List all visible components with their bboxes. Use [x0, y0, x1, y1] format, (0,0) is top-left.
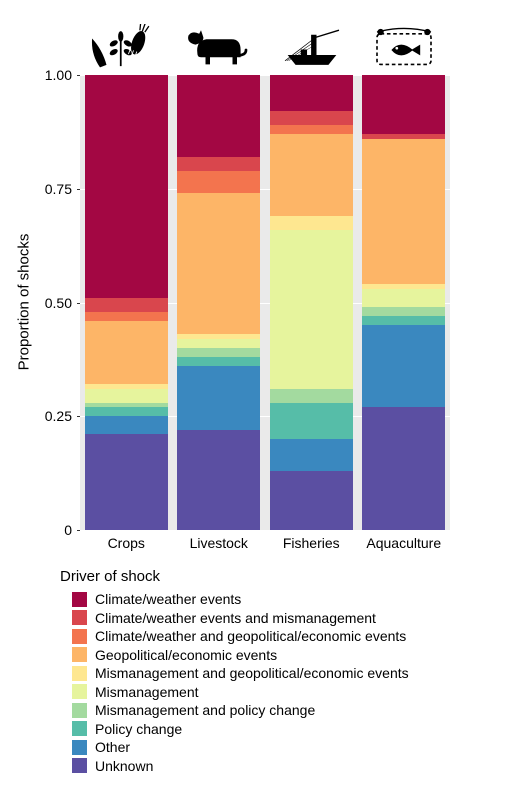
- legend: Climate/weather events Climate/weather ev…: [72, 590, 409, 775]
- legend-item: Mismanagement: [72, 683, 409, 702]
- plot-panel: [80, 75, 450, 530]
- bar-segment: [85, 75, 168, 298]
- bar-segment: [362, 289, 445, 307]
- bar-segment: [270, 230, 353, 389]
- legend-item: Other: [72, 738, 409, 757]
- y-tick-mark: [77, 530, 80, 531]
- legend-swatch: [72, 647, 87, 662]
- legend-label: Unknown: [95, 758, 153, 774]
- legend-label: Mismanagement and policy change: [95, 702, 315, 718]
- y-tick-label: 0.50: [22, 295, 72, 311]
- legend-item: Climate/weather events: [72, 590, 409, 609]
- legend-swatch: [72, 758, 87, 773]
- y-tick-label: 0: [22, 522, 72, 538]
- legend-label: Climate/weather events and mismanagement: [95, 610, 376, 626]
- figure: Proportion of shocks Driver of shock Cli…: [0, 0, 527, 788]
- aquaculture-icon: [364, 18, 444, 68]
- legend-label: Other: [95, 739, 130, 755]
- bar-segment: [270, 471, 353, 530]
- legend-swatch: [72, 740, 87, 755]
- legend-swatch: [72, 629, 87, 644]
- bar-segment: [85, 416, 168, 434]
- bar-segment: [362, 75, 445, 134]
- legend-item: Climate/weather events and mismanagement: [72, 609, 409, 628]
- bar-segment: [85, 403, 168, 408]
- livestock-icon: [179, 18, 259, 68]
- legend-label: Policy change: [95, 721, 182, 737]
- y-tick-mark: [77, 189, 80, 190]
- bar-crops: [85, 75, 168, 530]
- bar-segment: [85, 407, 168, 416]
- bar-segment: [85, 321, 168, 385]
- legend-swatch: [72, 610, 87, 625]
- y-tick-label: 0.75: [22, 181, 72, 197]
- bar-segment: [362, 284, 445, 289]
- bar-segment: [177, 430, 260, 530]
- bar-segment: [177, 75, 260, 157]
- bar-segment: [270, 389, 353, 403]
- legend-label: Geopolitical/economic events: [95, 647, 277, 663]
- y-tick-mark: [77, 416, 80, 417]
- y-tick-mark: [77, 75, 80, 76]
- y-tick-mark: [77, 303, 80, 304]
- bar-segment: [362, 407, 445, 530]
- bar-segment: [85, 434, 168, 530]
- y-tick-label: 0.25: [22, 408, 72, 424]
- legend-title: Driver of shock: [60, 568, 160, 585]
- bar-segment: [177, 339, 260, 348]
- bar-segment: [362, 139, 445, 285]
- bar-livestock: [177, 75, 260, 530]
- bar-segment: [85, 312, 168, 321]
- x-tick-label: Livestock: [190, 535, 248, 551]
- bar-segment: [85, 389, 168, 403]
- grid-line: [80, 530, 450, 531]
- legend-label: Mismanagement: [95, 684, 199, 700]
- crops-icon: [86, 18, 166, 68]
- fisheries-icon: [272, 18, 352, 68]
- bar-segment: [270, 125, 353, 134]
- bar-segment: [177, 366, 260, 430]
- legend-swatch: [72, 592, 87, 607]
- bar-segment: [85, 298, 168, 312]
- bar-segment: [177, 357, 260, 366]
- bar-segment: [177, 171, 260, 194]
- legend-swatch: [72, 703, 87, 718]
- legend-item: Mismanagement and geopolitical/economic …: [72, 664, 409, 683]
- x-tick-label: Fisheries: [283, 535, 340, 551]
- bar-segment: [177, 193, 260, 334]
- legend-label: Climate/weather and geopolitical/economi…: [95, 628, 406, 644]
- legend-swatch: [72, 721, 87, 736]
- bar-segment: [270, 75, 353, 111]
- bar-segment: [270, 403, 353, 439]
- legend-item: Policy change: [72, 720, 409, 739]
- bar-segment: [362, 316, 445, 325]
- bar-segment: [362, 325, 445, 407]
- bar-fisheries: [270, 75, 353, 530]
- x-tick-label: Crops: [108, 535, 145, 551]
- bar-segment: [177, 348, 260, 357]
- bar-segment: [177, 334, 260, 339]
- x-tick-label: Aquaculture: [366, 535, 441, 551]
- bar-segment: [270, 216, 353, 230]
- legend-label: Climate/weather events: [95, 591, 241, 607]
- bar-segment: [85, 384, 168, 389]
- bar-segment: [270, 134, 353, 216]
- legend-label: Mismanagement and geopolitical/economic …: [95, 665, 409, 681]
- legend-item: Unknown: [72, 757, 409, 776]
- legend-item: Climate/weather and geopolitical/economi…: [72, 627, 409, 646]
- legend-swatch: [72, 666, 87, 681]
- bar-segment: [177, 157, 260, 171]
- legend-item: Mismanagement and policy change: [72, 701, 409, 720]
- bar-aquaculture: [362, 75, 445, 530]
- y-tick-label: 1.00: [22, 67, 72, 83]
- bar-segment: [270, 439, 353, 471]
- bar-segment: [362, 307, 445, 316]
- bar-segment: [270, 111, 353, 125]
- bar-segment: [362, 134, 445, 139]
- legend-swatch: [72, 684, 87, 699]
- legend-item: Geopolitical/economic events: [72, 646, 409, 665]
